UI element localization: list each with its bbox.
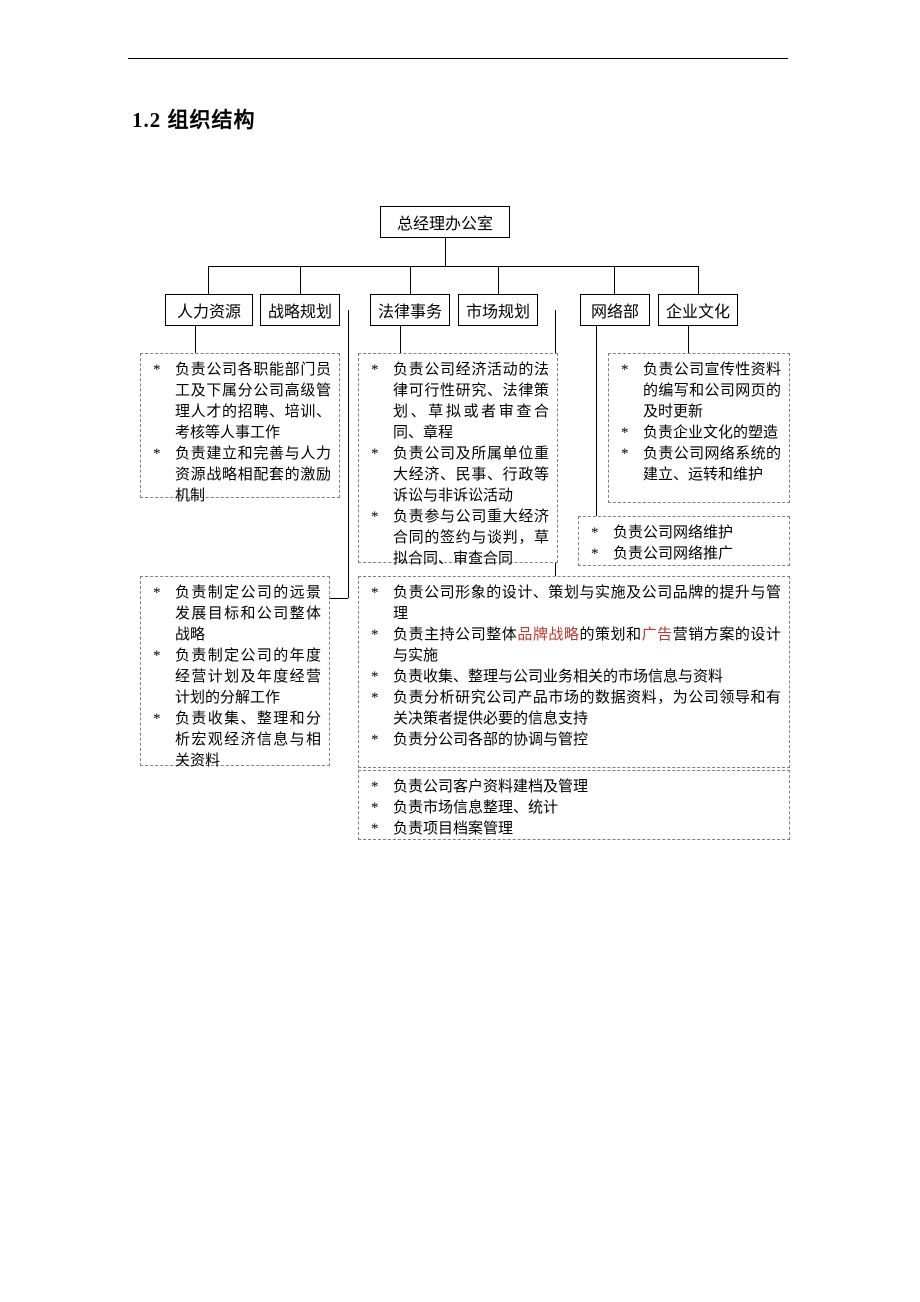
org-desc-legal: 负责公司经济活动的法律可行性研究、法律策划、草拟或者审查合同、章程负责公司及所属…	[358, 353, 558, 563]
org-node-label: 市场规划	[466, 298, 530, 322]
org-desc-item: 负责收集、整理和分析宏观经济信息与相关资料	[147, 709, 321, 772]
org-desc-item: 负责制定公司的远景发展目标和公司整体战略	[147, 583, 321, 646]
org-desc-strategy: 负责制定公司的远景发展目标和公司整体战略负责制定公司的年度经营计划及年度经营计划…	[140, 576, 330, 766]
org-connector	[614, 266, 615, 294]
org-node-network: 网络部	[580, 294, 650, 326]
org-connector	[498, 266, 499, 294]
org-connector	[410, 266, 411, 294]
org-node-culture: 企业文化	[658, 294, 738, 326]
org-desc-hr: 负责公司各职能部门员工及下属分公司高级管理人才的招聘、培训、考核等人事工作负责建…	[140, 353, 340, 498]
org-node-strategy: 战略规划	[260, 294, 340, 326]
org-connector	[208, 266, 209, 294]
org-node-market: 市场规划	[458, 294, 538, 326]
org-connector	[195, 326, 196, 353]
org-desc-item: 负责参与公司重大经济合同的签约与谈判，草拟合同、审查合同	[365, 507, 549, 570]
org-node-label: 企业文化	[666, 298, 730, 322]
org-desc-item: 负责公司宣传性资料的编写和公司网页的及时更新	[615, 360, 781, 423]
org-connector	[348, 310, 349, 598]
org-desc-item: 负责公司各职能部门员工及下属分公司高级管理人才的招聘、培训、考核等人事工作	[147, 360, 331, 444]
org-node-label: 战略规划	[268, 298, 332, 322]
org-desc-item: 负责公司经济活动的法律可行性研究、法律策划、草拟或者审查合同、章程	[365, 360, 549, 444]
page-root: 1.2 组织结构 总经理办公室 人力资源 战略规划 法律事务 市场规划 网络部 …	[0, 0, 920, 1302]
org-desc-item: 负责公司网络维护	[585, 523, 781, 544]
org-desc-item: 负责公司网络系统的建立、运转和维护	[615, 444, 781, 486]
org-node-legal: 法律事务	[370, 294, 450, 326]
org-desc-item: 负责项目档案管理	[365, 819, 781, 840]
org-desc-market: 负责公司形象的设计、策划与实施及公司品牌的提升与管理负责主持公司整体品牌战略的策…	[358, 576, 790, 768]
org-desc-item: 负责主持公司整体品牌战略的策划和广告营销方案的设计与实施	[365, 625, 781, 667]
org-desc-item: 负责公司及所属单位重大经济、民事、行政等诉讼与非诉讼活动	[365, 444, 549, 507]
org-node-root: 总经理办公室	[380, 206, 510, 238]
org-desc-network: 负责公司网络维护负责公司网络推广	[578, 516, 790, 566]
org-connector	[698, 266, 699, 294]
org-desc-culture: 负责公司宣传性资料的编写和公司网页的及时更新负责企业文化的塑造负责公司网络系统的…	[608, 353, 790, 503]
org-desc-item: 负责公司形象的设计、策划与实施及公司品牌的提升与管理	[365, 583, 781, 625]
org-node-label: 人力资源	[177, 298, 241, 322]
org-node-label: 法律事务	[378, 298, 442, 322]
org-desc-item: 负责公司网络推广	[585, 544, 781, 565]
org-desc-market-sub: 负责公司客户资料建档及管理负责市场信息整理、统计负责项目档案管理	[358, 770, 790, 840]
org-desc-item: 负责公司客户资料建档及管理	[365, 777, 781, 798]
org-desc-item: 负责分析研究公司产品市场的数据资料，为公司领导和有关决策者提供必要的信息支持	[365, 688, 781, 730]
header-rule	[128, 58, 788, 59]
org-connector	[445, 238, 446, 266]
org-desc-item: 负责制定公司的年度经营计划及年度经营计划的分解工作	[147, 646, 321, 709]
org-connector	[330, 598, 348, 599]
org-connector	[208, 266, 698, 267]
org-connector	[596, 326, 597, 516]
org-connector	[300, 266, 301, 294]
org-node-label: 总经理办公室	[397, 210, 493, 234]
org-desc-item: 负责市场信息整理、统计	[365, 798, 781, 819]
org-desc-item: 负责企业文化的塑造	[615, 423, 781, 444]
org-connector	[688, 326, 689, 353]
org-desc-item: 负责收集、整理与公司业务相关的市场信息与资料	[365, 667, 781, 688]
section-heading: 1.2 组织结构	[132, 104, 256, 134]
org-desc-item: 负责建立和完善与人力资源战略相配套的激励机制	[147, 444, 331, 507]
org-node-hr: 人力资源	[165, 294, 253, 326]
org-desc-item: 负责分公司各部的协调与管控	[365, 730, 781, 751]
org-connector	[400, 326, 401, 353]
org-node-label: 网络部	[591, 298, 639, 322]
